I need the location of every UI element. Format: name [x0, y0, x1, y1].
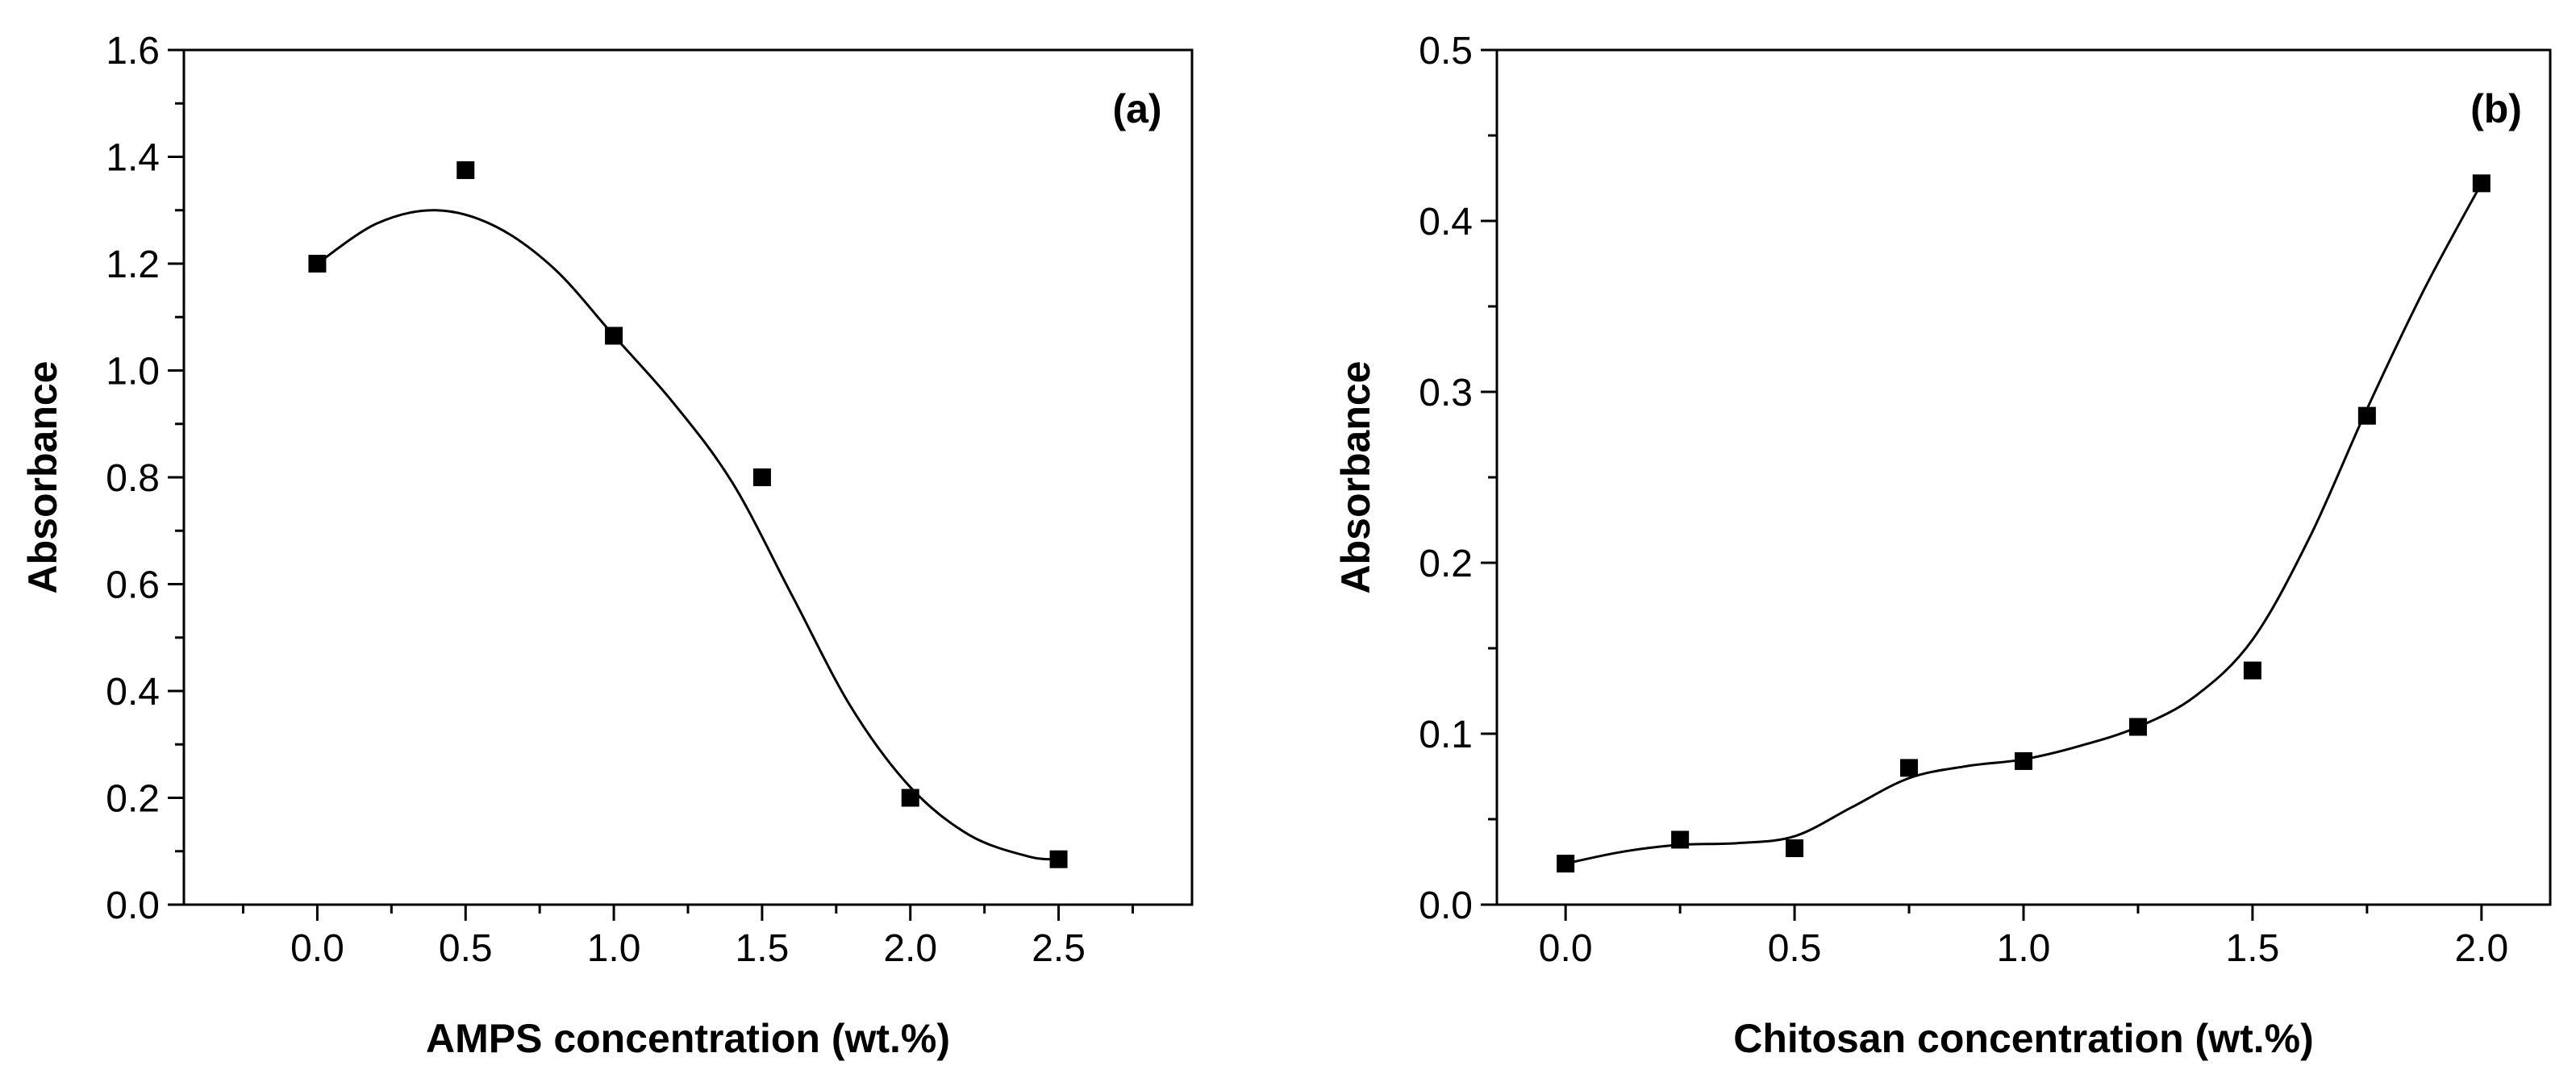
data-point-a — [605, 327, 623, 345]
plot-frame-a — [182, 48, 1194, 906]
data-point-b — [1900, 759, 1919, 777]
data-point-a — [308, 255, 327, 273]
y-tick-label-b: 0.5 — [1419, 30, 1473, 73]
panel-a: 0.0 0.5 1.0 1.5 2.0 2.5 0.0 0.2 0.4 0.6 0.8 1.0 1.2 1… — [20, 30, 1194, 1061]
plot-frame-b — [1495, 48, 2552, 906]
data-point-b — [1786, 839, 1804, 858]
y-tick-label-a: 0.8 — [106, 457, 160, 500]
y-tick-label-b: 0.0 — [1419, 884, 1473, 927]
x-tick-label-a: 2.5 — [1032, 927, 1086, 970]
data-point-b — [2472, 174, 2491, 193]
y-tick-label-b: 0.3 — [1419, 372, 1473, 414]
tick-label-layer-a: 0.0 0.5 1.0 1.5 2.0 2.5 0.0 0.2 0.4 0.6 0.8 1.0 1.2 1… — [106, 30, 1086, 970]
x-axis-title-a: AMPS concentration (wt.%) — [426, 1016, 950, 1061]
data-point-b — [2357, 406, 2376, 425]
panel-b: 0.0 0.5 1.0 1.5 2.0 0.0 0.1 0.2 0.3 0.4 0.5 (b) Ch… — [1333, 30, 2552, 1061]
marker-layer-a — [308, 161, 1068, 868]
data-point-a — [901, 789, 919, 807]
panel-label-b: (b) — [2470, 86, 2522, 131]
x-tick-label-a: 1.0 — [587, 927, 641, 970]
data-point-a — [1049, 850, 1068, 868]
y-axis-title-a: Absorbance — [20, 361, 65, 594]
y-tick-label-a: 1.4 — [106, 137, 160, 180]
data-point-b — [2243, 661, 2261, 680]
tick-layer-b — [1481, 48, 2483, 921]
x-tick-label-a: 2.0 — [883, 927, 937, 970]
data-point-b — [1557, 855, 1575, 873]
x-tick-label-b: 2.0 — [2454, 927, 2508, 970]
data-point-a — [456, 161, 475, 180]
x-tick-label-a: 0.0 — [290, 927, 344, 970]
fit-curve-layer-a — [316, 209, 1059, 861]
panel-label-a: (a) — [1112, 86, 1161, 131]
y-tick-label-a: 1.2 — [106, 243, 160, 286]
data-point-b — [2015, 751, 2032, 770]
x-tick-label-a: 1.5 — [736, 927, 790, 970]
y-axis-title-b: Absorbance — [1333, 361, 1378, 594]
fit-curve-a — [316, 209, 1059, 861]
x-tick-label-b: 0.5 — [1768, 927, 1822, 970]
y-tick-label-b: 0.4 — [1419, 201, 1473, 243]
tick-layer-a — [168, 48, 1134, 921]
y-tick-label-a: 1.6 — [106, 30, 160, 73]
y-tick-label-a: 0.0 — [106, 884, 160, 927]
data-point-a — [752, 468, 771, 486]
data-point-b — [2128, 718, 2147, 736]
y-tick-label-b: 0.2 — [1419, 543, 1473, 585]
marker-layer-b — [1557, 174, 2491, 873]
y-tick-label-a: 1.0 — [106, 351, 160, 393]
y-tick-label-a: 0.2 — [106, 778, 160, 821]
x-tick-label-b: 0.0 — [1539, 927, 1593, 970]
x-axis-title-b: Chitosan concentration (wt.%) — [1733, 1016, 2313, 1061]
data-point-b — [1671, 830, 1690, 849]
y-tick-label-b: 0.1 — [1419, 714, 1473, 756]
y-tick-label-a: 0.6 — [106, 564, 160, 607]
x-tick-label-b: 1.5 — [2226, 927, 2280, 970]
x-tick-label-a: 0.5 — [439, 927, 493, 970]
x-tick-label-b: 1.0 — [1997, 927, 2051, 970]
y-tick-label-a: 0.4 — [106, 671, 160, 714]
tick-label-layer-b: 0.0 0.5 1.0 1.5 2.0 0.0 0.1 0.2 0.3 0.4 0.5 — [1419, 30, 2508, 970]
